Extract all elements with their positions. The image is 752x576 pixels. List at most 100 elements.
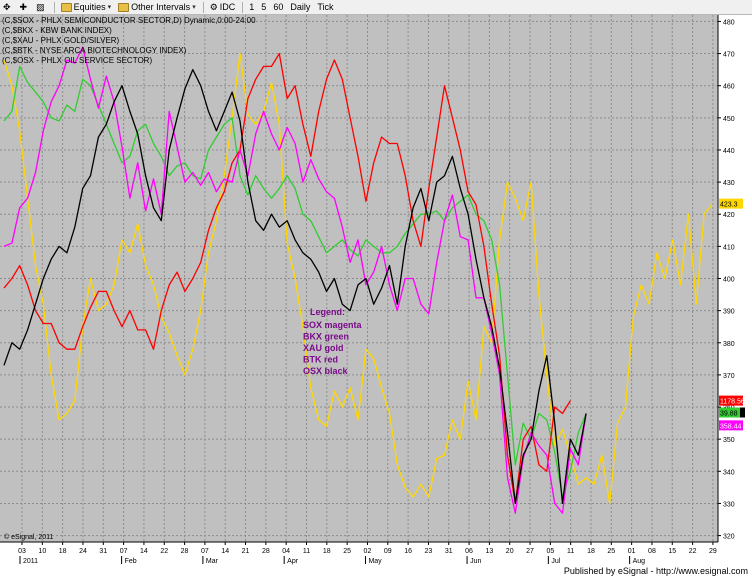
header-line: (C,$XAU - PHLX GOLD/SILVER) <box>2 36 120 45</box>
y-tick-label: 390 <box>723 309 735 316</box>
legend-title: Legend: <box>310 307 345 317</box>
x-tick-label: 25 <box>607 548 615 555</box>
x-tick-label: 22 <box>160 548 168 555</box>
x-tick-label: 14 <box>221 548 229 555</box>
chevron-down-icon: ▾ <box>192 4 196 11</box>
chart: 3203303403503603703803904004104204304404… <box>0 15 752 576</box>
toolbar-move-arrows-button[interactable]: ✥ <box>0 1 16 13</box>
toolbar-idc-button[interactable]: ⚙ IDC <box>207 1 239 13</box>
y-tick-label: 480 <box>723 19 735 26</box>
x-tick-label: 03 <box>18 548 26 555</box>
x-tick-label: 06 <box>465 548 473 555</box>
x-tick-label: 07 <box>120 548 128 555</box>
y-tick-label: 470 <box>723 52 735 59</box>
toolbar-label: Equities <box>73 2 106 12</box>
y-tick-label: 350 <box>723 437 735 444</box>
toolbar-1-button[interactable]: 1 <box>246 1 257 13</box>
toolbar-label: Tick <box>317 2 334 12</box>
x-month-label: Aug <box>633 558 646 565</box>
x-tick-label: 11 <box>303 548 310 555</box>
legend-entry: OSX black <box>303 366 349 376</box>
x-tick-label: 22 <box>689 548 697 555</box>
plus-icon: ✚ <box>19 1 28 12</box>
x-tick-label: 18 <box>323 548 331 555</box>
x-tick-label: 28 <box>262 548 270 555</box>
toolbar-tick-button[interactable]: Tick <box>314 1 336 13</box>
toolbar-equities-button[interactable]: Equities ▾ <box>58 1 115 13</box>
x-tick-label: 29 <box>709 548 717 555</box>
value-marker-bkx <box>719 407 743 418</box>
footer-bar <box>0 565 752 576</box>
x-tick-label: 07 <box>201 548 209 555</box>
x-tick-label: 10 <box>38 548 46 555</box>
y-tick-label: 450 <box>723 116 735 123</box>
x-tick-label: 18 <box>59 548 67 555</box>
x-month-label: May <box>368 558 382 565</box>
x-tick-label: 14 <box>140 548 148 555</box>
series-line-xau <box>3 52 713 505</box>
x-tick-label: 15 <box>668 548 676 555</box>
x-month-label: Feb <box>125 558 137 565</box>
legend-entry: XAU gold <box>303 343 344 353</box>
toolbar-label: Daily <box>290 2 311 12</box>
value-marker-sox <box>719 420 743 431</box>
toolbar-label: 1 <box>249 2 255 12</box>
header-line: (C,$SOX - PHLX SEMICONDUCTOR SECTOR,D) D… <box>2 16 256 25</box>
value-marker-label: 423.3 <box>720 202 738 209</box>
legend-entry: SOX magenta <box>303 320 363 330</box>
legend-entry: BKX green <box>303 332 349 342</box>
value-marker-xau <box>719 198 743 209</box>
y-tick-label: 400 <box>723 277 735 284</box>
x-tick-label: 24 <box>79 548 87 555</box>
x-month-label: Jul <box>551 558 560 565</box>
x-tick-label: 09 <box>384 548 392 555</box>
chevron-down-icon: ▾ <box>107 4 112 11</box>
x-tick-label: 31 <box>99 548 107 555</box>
series-line-osx <box>3 68 587 505</box>
header-line: (C,$BTK - NYSE ARCA BIOTECHNOLOGY INDEX) <box>2 46 187 55</box>
x-month-label: Mar <box>206 558 219 565</box>
y-tick-label: 380 <box>723 341 735 348</box>
value-marker-label: 1178.56 <box>720 399 745 406</box>
header-line: (C,$OSX - PHLX OIL SERVICE SECTOR) <box>2 56 152 65</box>
x-tick-label: 11 <box>567 548 574 555</box>
toolbar-separator <box>242 1 244 13</box>
folder-icon <box>60 2 72 12</box>
x-tick-label: 13 <box>485 548 493 555</box>
toolbar-plus-button[interactable]: ✚ <box>17 1 33 13</box>
x-month-label: Apr <box>287 558 299 565</box>
series-line-bkx <box>3 65 587 498</box>
toolbar-daily-button[interactable]: Daily <box>287 1 313 13</box>
x-tick-label: 21 <box>242 548 250 555</box>
toolbar-label: IDC <box>219 2 236 12</box>
x-tick-label: 16 <box>404 548 412 555</box>
header-line: (C,$BKX - KBW BANK INDEX) <box>2 26 112 35</box>
y-tick-label: 330 <box>723 501 735 508</box>
toolbar-other-intervals-button[interactable]: Other Intervals ▾ <box>115 1 199 13</box>
toolbar-60-button[interactable]: 60 <box>270 1 286 13</box>
x-tick-label: 02 <box>364 548 372 555</box>
x-tick-label: 18 <box>587 548 595 555</box>
x-month-label: 2011 <box>23 558 38 565</box>
toolbar-5-button[interactable]: 5 <box>258 1 269 13</box>
plot-area <box>0 15 718 542</box>
x-tick-label: 31 <box>445 548 453 555</box>
x-tick-label: 08 <box>648 548 656 555</box>
y-tick-label: 430 <box>723 180 735 187</box>
chart-style-icon: ▨ <box>36 1 45 12</box>
x-tick-label: 25 <box>343 548 351 555</box>
footer-published: Published by eSignal - http://www.esigna… <box>564 566 748 576</box>
toolbar: ✥ ✚ ▨ Equities ▾ Other Intervals ▾ ⚙ IDC 1 5 60 Dail… <box>0 0 752 15</box>
x-month-label: Jun <box>470 558 481 565</box>
x-tick-label: 28 <box>181 548 189 555</box>
y-tick-label: 340 <box>723 469 735 476</box>
x-tick-label: 23 <box>425 548 433 555</box>
toolbar-chart-style-button[interactable]: ▨ <box>33 1 50 13</box>
move-arrows-icon: ✥ <box>3 1 11 12</box>
y-tick-label: 370 <box>723 373 735 380</box>
series-line-sox <box>3 46 587 514</box>
value-marker-btk <box>719 395 743 406</box>
folder-icon <box>118 2 130 12</box>
y-tick-label: 410 <box>723 244 735 251</box>
x-tick-label: 20 <box>506 548 514 555</box>
